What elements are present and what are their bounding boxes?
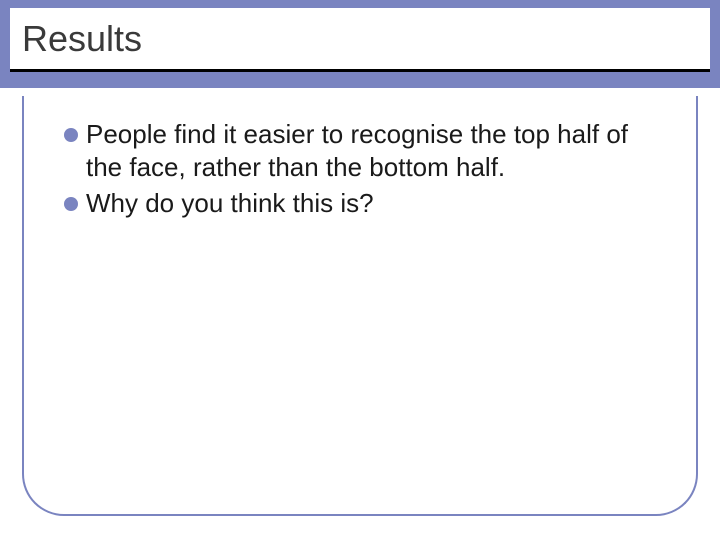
title-box: Results: [10, 8, 710, 72]
bullet-icon: [64, 128, 78, 142]
list-item: Why do you think this is?: [64, 187, 664, 220]
bullet-text: Why do you think this is?: [86, 187, 374, 220]
bullet-list: People find it easier to recognise the t…: [64, 118, 664, 222]
slide-title: Results: [22, 18, 142, 60]
slide: Results People find it easier to recogni…: [0, 0, 720, 540]
list-item: People find it easier to recognise the t…: [64, 118, 664, 185]
bullet-text: People find it easier to recognise the t…: [86, 118, 664, 185]
bullet-icon: [64, 197, 78, 211]
